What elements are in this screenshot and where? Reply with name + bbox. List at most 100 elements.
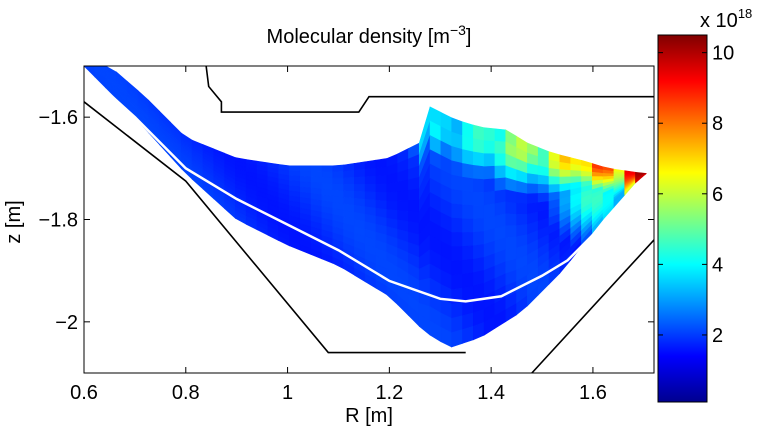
mesh-cell — [462, 176, 474, 193]
mesh-cell — [408, 177, 420, 191]
mesh-cell — [354, 183, 366, 193]
mesh-cell — [332, 171, 344, 179]
mesh-cell — [516, 202, 528, 215]
mesh-cell — [451, 273, 463, 291]
x-tick-label: 1 — [282, 382, 293, 404]
separatrix-line — [84, 70, 645, 303]
mesh-cell — [408, 210, 420, 224]
wall-inner-baffle — [84, 101, 466, 354]
mesh-cell — [364, 167, 377, 178]
x-tick-label: 1.6 — [579, 382, 607, 404]
mesh-cell — [483, 140, 496, 155]
mesh-cell — [299, 165, 312, 172]
mesh-cell — [375, 175, 388, 185]
chart-title: Molecular density [m−3] — [267, 22, 472, 48]
mesh-cell — [505, 189, 517, 204]
y-tick-label: −1.8 — [39, 210, 78, 232]
mesh-cell — [527, 183, 539, 195]
colorbar-tick-label: 4 — [712, 254, 723, 276]
mesh-cell — [332, 164, 344, 173]
x-axis: 0.6 0.8 1 1.2 1.4 1.6 — [70, 66, 607, 404]
x-tick-label: 0.8 — [172, 382, 200, 404]
mesh-cell — [386, 181, 398, 193]
mesh-cell — [505, 213, 517, 227]
colorbar-ticks: 2 4 6 8 10 — [658, 43, 734, 347]
mesh-cell — [559, 161, 571, 171]
mesh-cell — [483, 165, 496, 180]
colorbar-tick-label: 6 — [712, 184, 723, 206]
mesh-cell — [321, 177, 334, 185]
colorbar-gradient — [657, 34, 708, 403]
mesh-cell — [354, 168, 366, 178]
mesh-cell — [494, 153, 507, 167]
colorbar-tick-label: 10 — [712, 43, 734, 65]
mesh-cell — [451, 217, 463, 233]
mesh-cell — [332, 177, 344, 185]
mesh-cell — [451, 203, 463, 220]
mesh-cell — [462, 245, 474, 261]
x-tick-label: 0.6 — [70, 382, 98, 404]
y-axis-label: z [m] — [3, 200, 25, 243]
mesh-cell — [310, 171, 323, 178]
mesh-cell — [494, 128, 507, 143]
mesh-cell — [397, 200, 409, 212]
mesh-cell — [537, 174, 550, 186]
plot-area — [83, 65, 655, 374]
mesh-cell — [516, 191, 528, 205]
mesh-cell — [473, 191, 485, 206]
mesh-cell — [343, 170, 355, 179]
x-tick-label: 1.2 — [375, 382, 403, 404]
colorbar-tick-label: 8 — [712, 113, 723, 135]
mesh-cell — [462, 218, 474, 233]
mesh-cell — [527, 193, 539, 205]
mesh-cell — [581, 170, 593, 177]
mesh-cell — [375, 158, 388, 169]
mesh-cell — [354, 191, 366, 200]
mesh-cell — [375, 191, 388, 202]
mesh-cell — [386, 191, 398, 202]
mesh-cell — [462, 163, 474, 180]
mesh-cell — [473, 231, 485, 247]
mesh-cell — [462, 149, 474, 166]
mesh-cell — [364, 159, 377, 170]
mesh-cell — [386, 200, 398, 211]
mesh-cell — [494, 189, 507, 205]
mesh-cell — [332, 183, 344, 192]
mesh-cell — [483, 153, 496, 167]
mesh-cell — [483, 127, 496, 142]
mesh-cell — [462, 190, 474, 206]
mesh-cell — [408, 188, 420, 201]
mesh-cell — [570, 170, 582, 178]
mesh-cell — [559, 169, 571, 178]
mesh-cell — [375, 183, 388, 193]
x-axis-label: R [m] — [345, 405, 393, 427]
mesh-cell — [473, 138, 485, 155]
mesh-cell — [375, 166, 388, 177]
mesh-cell — [397, 189, 409, 202]
mesh-cell — [473, 257, 485, 274]
mesh-cell — [310, 165, 323, 172]
mesh-cell — [537, 183, 550, 194]
mesh-cell — [473, 178, 485, 193]
colorbar: 2 4 6 8 10 x 1018 — [657, 6, 752, 403]
mesh-cell — [462, 258, 474, 275]
mesh-cell — [473, 244, 485, 260]
y-tick-label: −1.6 — [39, 107, 78, 129]
mesh-cell — [299, 170, 312, 178]
mesh-cell — [343, 190, 355, 199]
mesh-cell — [364, 175, 377, 185]
colorbar-multiplier: x 1018 — [700, 6, 752, 32]
mesh-cell — [462, 272, 474, 289]
mesh-cell — [494, 140, 507, 155]
mesh-cell — [473, 151, 485, 167]
wall-outer-baffle — [531, 239, 654, 373]
mesh-cell — [483, 190, 496, 206]
mesh-cell — [397, 179, 409, 192]
mesh-cell — [289, 170, 301, 177]
colorbar-tick-label: 2 — [712, 325, 723, 347]
mesh-cells — [84, 66, 647, 348]
mesh-cell — [527, 173, 539, 185]
mesh-cell — [451, 146, 463, 164]
mesh-cell — [343, 177, 355, 185]
